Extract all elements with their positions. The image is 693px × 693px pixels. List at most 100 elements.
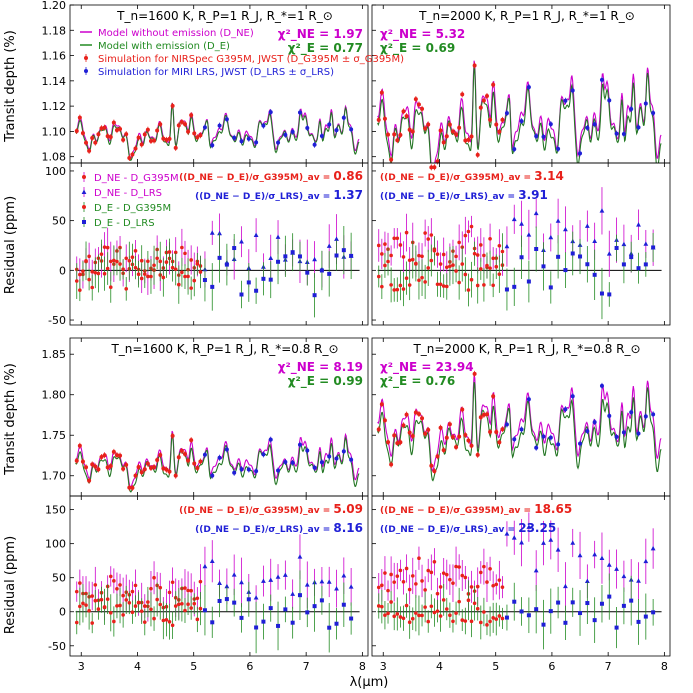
data-point-res-ne-g395m — [118, 583, 122, 587]
data-point-res-ne-g395m — [488, 566, 492, 571]
chi2-ne-value: 5.32 — [436, 27, 466, 41]
data-point-nirspec — [410, 434, 415, 439]
data-point-nirspec — [189, 438, 194, 443]
data-point-res-e-lrs — [585, 262, 590, 267]
data-point-res-ne-g395m — [186, 588, 190, 593]
data-point-res-e-g395m — [438, 282, 443, 287]
data-point-nirspec — [379, 90, 384, 95]
data-point-miri — [283, 132, 288, 137]
data-point-nirspec — [389, 462, 394, 467]
data-point-res-e-g395m — [152, 616, 156, 621]
data-point-miri — [607, 413, 612, 418]
panel-top-right: T_n=2000 K, R_P=1 R_J, R_*=1 R_⊙ χ²_NE = … — [371, 4, 671, 171]
xlabel: λ(μm) — [350, 675, 389, 690]
data-point-res-e-g395m — [124, 287, 129, 291]
data-point-res-ne-lrs — [606, 562, 612, 567]
data-point-res-ne-g395m — [448, 577, 452, 582]
res-stat-g395m: ((D_NE − D_E)/σ_G395M)_av = 18.65 — [380, 502, 572, 516]
data-point-res-e-g395m — [457, 280, 461, 285]
data-point-res-e-g395m — [139, 609, 144, 613]
data-point-nirspec — [460, 92, 465, 97]
res-bottom-left-ytick-label: 100 — [45, 538, 66, 551]
bottom-left-ytick-label: 1.85 — [42, 348, 67, 361]
data-point-res-e-g395m — [475, 606, 480, 611]
data-point-miri — [290, 129, 295, 134]
ylabel-transit-top: Transit depth (%) — [3, 30, 18, 143]
data-point-res-e-g395m — [466, 288, 471, 292]
chi2-ne-value: 23.94 — [436, 360, 474, 374]
chi2-e: χ²_E = 0.77 — [288, 41, 363, 56]
data-point-miri — [224, 117, 229, 122]
data-point-res-ne-g395m — [420, 579, 424, 583]
xtick-label-6: 6 — [548, 660, 555, 673]
data-point-res-ne-lrs — [304, 582, 310, 587]
data-point-res-ne-g395m — [105, 245, 110, 250]
data-point-res-e-g395m — [142, 620, 147, 624]
data-point-res-e-lrs — [570, 251, 575, 256]
data-point-res-e-lrs — [327, 625, 332, 630]
data-point-nirspec — [164, 467, 169, 472]
data-point-res-ne-g395m — [133, 249, 138, 253]
data-point-nirspec — [158, 122, 163, 127]
data-point-res-ne-g395m — [383, 571, 387, 575]
data-point-res-e-g395m — [420, 613, 424, 618]
legend-res-label: D_E - D_LRS — [94, 218, 155, 229]
data-point-res-e-g395m — [164, 617, 169, 622]
data-point-nirspec — [182, 451, 187, 456]
chi2-e-label: χ²_E = — [288, 41, 334, 56]
data-point-nirspec — [148, 466, 153, 471]
data-point-nirspec — [429, 165, 434, 170]
res-top-left-ytick-label: 0 — [59, 264, 66, 277]
data-point-res-ne-lrs — [533, 568, 539, 573]
data-point-res-e-g395m — [176, 282, 181, 287]
data-point-res-e-lrs — [651, 610, 656, 615]
data-point-res-e-g395m — [127, 258, 132, 263]
data-point-res-ne-lrs — [519, 221, 524, 226]
data-point-res-e-lrs — [563, 620, 568, 625]
data-point-miri — [239, 139, 244, 144]
data-point-res-e-g395m — [383, 263, 387, 268]
data-point-res-ne-g395m — [401, 579, 406, 584]
data-point-res-ne-g395m — [189, 588, 193, 593]
data-point-res-e-g395m — [186, 602, 190, 607]
data-point-nirspec — [494, 430, 499, 435]
data-point-res-e-lrs — [349, 616, 354, 621]
res-stat-lrs-value: 8.16 — [333, 521, 363, 535]
data-point-res-ne-g395m — [198, 579, 203, 584]
data-point-res-e-lrs — [504, 287, 509, 292]
data-point-res-ne-g395m — [149, 586, 153, 591]
data-point-res-ne-g395m — [429, 233, 434, 237]
data-point-res-e-g395m — [149, 274, 153, 279]
data-point-res-e-lrs — [629, 598, 634, 603]
data-point-res-e-lrs — [341, 248, 346, 253]
data-point-res-e-g395m — [102, 605, 107, 609]
data-point-miri — [519, 427, 524, 432]
data-point-res-ne-lrs — [268, 255, 274, 260]
data-point-res-ne-lrs — [511, 535, 517, 540]
data-point-res-e-g395m — [180, 601, 184, 606]
data-point-nirspec — [130, 485, 135, 490]
res-stat-g395m-label: ((D_NE − D_E)/σ_G395M)_av = — [179, 506, 333, 516]
series-line-overlay — [377, 382, 662, 481]
data-point-res-ne-g395m — [451, 581, 455, 585]
data-point-res-e-lrs — [319, 598, 324, 603]
data-point-res-ne-g395m — [475, 584, 480, 589]
data-point-nirspec — [500, 117, 505, 122]
chi2-ne-label: χ²_NE = — [278, 27, 334, 42]
data-point-res-e-lrs — [232, 246, 237, 251]
data-point-res-ne-lrs — [621, 241, 627, 247]
data-point-res-e-g395m — [195, 617, 200, 622]
data-point-res-e-lrs — [636, 619, 641, 624]
data-point-res-ne-g395m — [420, 254, 424, 259]
legend-top-label: Simulation for MIRI LRS, JWST (D_LRS ± σ… — [98, 67, 334, 78]
data-point-nirspec — [432, 165, 437, 170]
data-point-res-ne-g395m — [488, 236, 492, 241]
data-point-nirspec — [376, 117, 381, 122]
data-point-miri — [599, 383, 604, 388]
chi2-ne: χ²_NE = 8.19 — [278, 360, 363, 375]
data-point-res-e-g395m — [78, 604, 82, 609]
xtick-label-3: 3 — [78, 660, 85, 673]
data-point-nirspec — [142, 467, 147, 472]
data-point-nirspec — [454, 445, 459, 450]
data-point-res-ne-g395m — [435, 591, 440, 596]
